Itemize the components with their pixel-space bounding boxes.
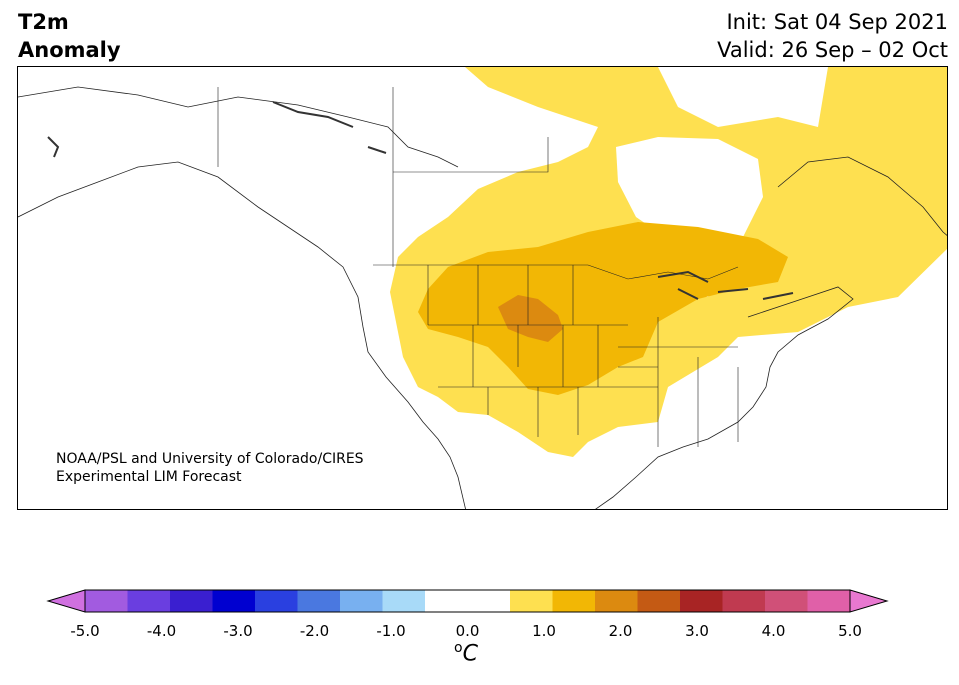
title-line1: T2m: [18, 10, 69, 34]
colorbar-cell: [680, 590, 723, 612]
anomaly-map: NOAA/PSL and University of Colorado/CIRE…: [17, 66, 948, 510]
colorbar-cell: [212, 590, 256, 612]
colorbar-cell: [595, 590, 638, 612]
unit-letter: C: [462, 641, 478, 667]
colorbar-cell: [510, 590, 553, 612]
colorbar-cell: [340, 590, 383, 612]
colorbar-tick-label: -4.0: [146, 622, 177, 640]
colorbar-cell: [722, 590, 766, 612]
map-svg: [18, 67, 947, 509]
colorbar-tick-label: 2.0: [608, 622, 633, 640]
unit-superscript: o: [454, 640, 463, 656]
colorbar-tick-label: 4.0: [761, 622, 786, 640]
anomaly-region-strong: [498, 295, 563, 342]
colorbar-tick-label: -1.0: [376, 622, 406, 640]
colorbar-tick-label: -5.0: [70, 622, 100, 640]
colorbar-cell: [637, 590, 681, 612]
colorbar-tick-label: 0.0: [455, 622, 480, 640]
colorbar-tick-label: -2.0: [299, 622, 330, 640]
credit-line1: NOAA/PSL and University of Colorado/CIRE…: [56, 451, 364, 467]
init-date: Init: Sat 04 Sep 2021: [726, 10, 948, 34]
hudson-bay-gap: [616, 137, 763, 247]
colorbar-cell: [552, 590, 596, 612]
valid-range: Valid: 26 Sep – 02 Oct: [717, 38, 948, 62]
colorbar-cell: [765, 590, 808, 612]
political-boundaries: [217, 87, 739, 447]
credit-text: NOAA/PSL and University of Colorado/CIRE…: [56, 450, 364, 486]
colorbar-cell: [425, 590, 468, 612]
colorbar-outline: [84, 589, 851, 613]
colorbar-tick-label: -3.0: [223, 622, 253, 640]
colorbar-cell: [382, 590, 426, 612]
colorbar-cell: [255, 590, 298, 612]
colorbar-cell: [297, 590, 341, 612]
colorbar-cell: [170, 590, 213, 612]
forecast-dates: Init: Sat 04 Sep 2021 Valid: 26 Sep – 02…: [717, 8, 948, 64]
colorbar-tick-label: 3.0: [685, 622, 709, 640]
colorbar-cell: [807, 590, 851, 612]
coastline: [18, 86, 947, 509]
colorbar-tick-label: 5.0: [838, 622, 862, 640]
colorbar-cells: [85, 590, 851, 612]
colorbar-left-arrow: [46, 589, 86, 613]
colorbar-cell: [85, 590, 128, 612]
colorbar-unit: oC: [454, 640, 478, 666]
colorbar-right-arrow: [849, 589, 889, 613]
colorbar-cell: [467, 590, 511, 612]
colorbar-cell: [127, 590, 171, 612]
great-lakes: [47, 101, 794, 300]
title-line2: Anomaly: [18, 38, 121, 62]
colorbar-tick-label: 1.0: [532, 622, 556, 640]
map-title: T2m Anomaly: [18, 8, 121, 64]
credit-line2: Experimental LIM Forecast: [56, 469, 242, 485]
colorbar: [46, 589, 889, 613]
